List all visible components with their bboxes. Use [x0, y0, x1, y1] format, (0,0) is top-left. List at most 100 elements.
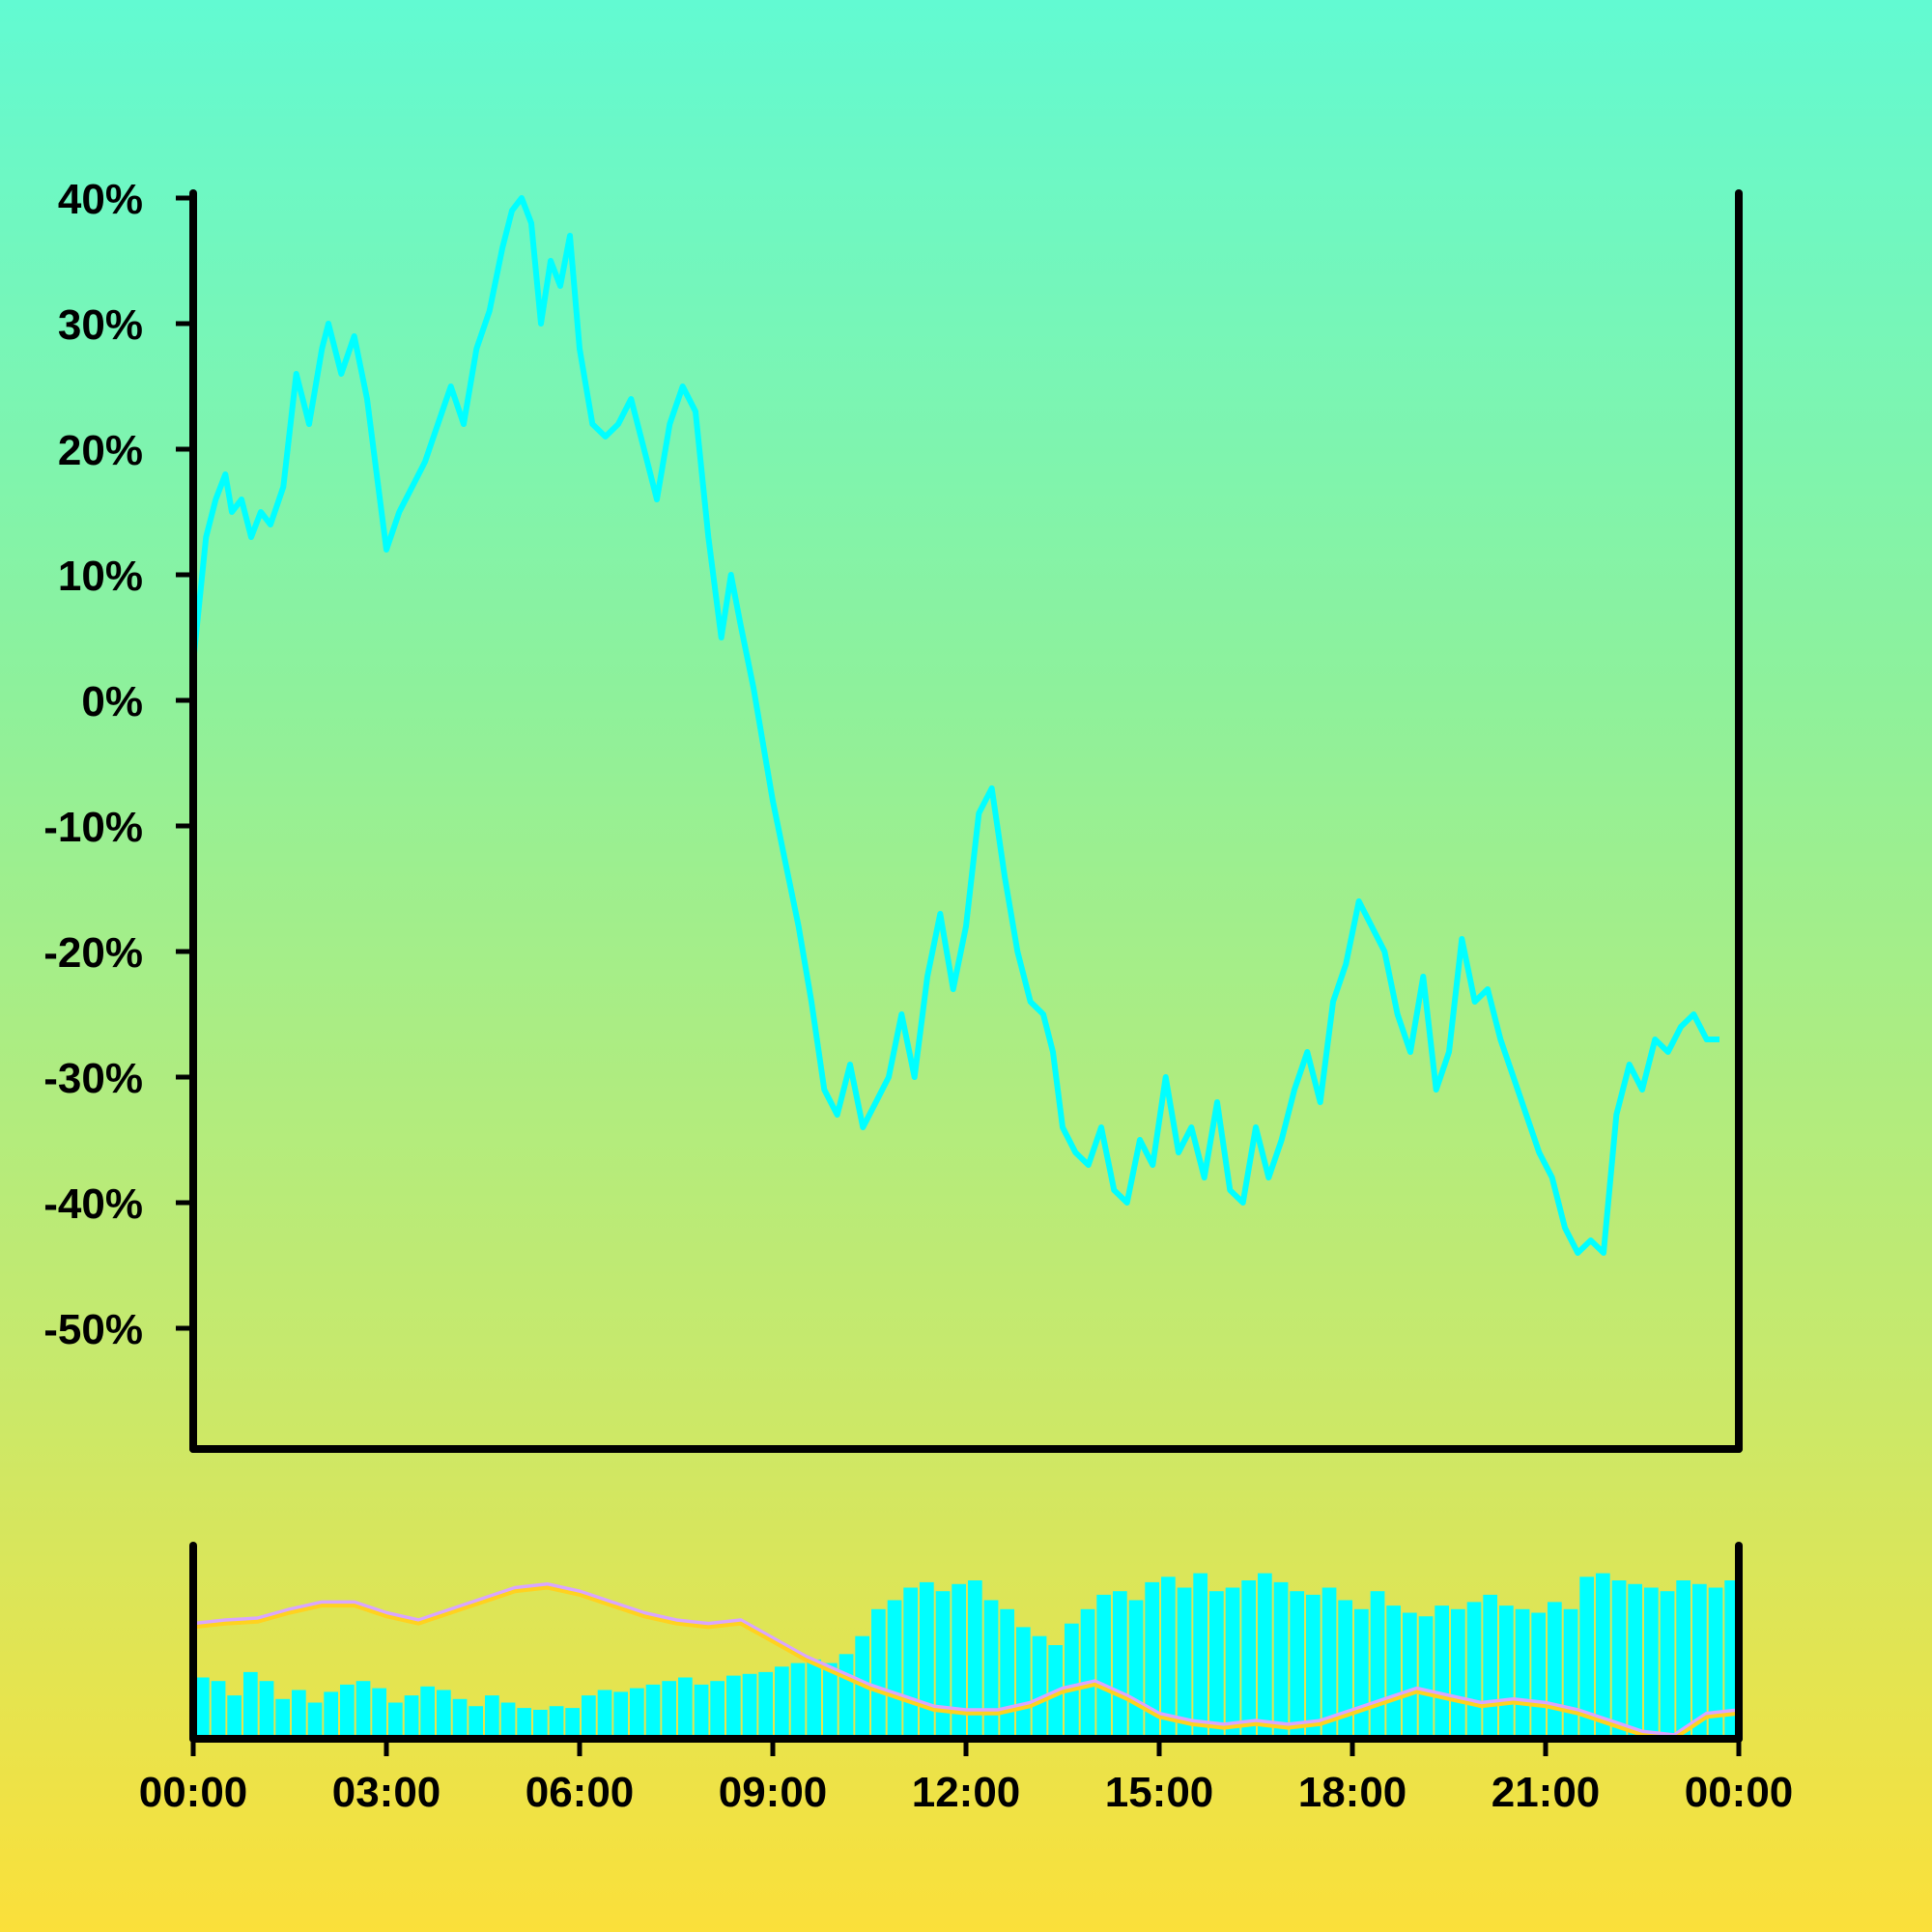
volume-bar: [1611, 1580, 1627, 1735]
volume-bar: [887, 1600, 902, 1735]
volume-bar: [1161, 1577, 1176, 1735]
volume-bar: [259, 1681, 274, 1735]
volume-bar: [1435, 1605, 1449, 1735]
volume-bar: [388, 1702, 403, 1735]
volume-bar: [871, 1608, 886, 1735]
volume-bar: [678, 1677, 693, 1735]
x-tick-label: 00:00: [1685, 1769, 1794, 1816]
y-tick-label: -10%: [43, 804, 143, 851]
x-tick-label: 18:00: [1298, 1769, 1407, 1816]
x-tick-label: 09:00: [719, 1769, 828, 1816]
volume-bar: [1596, 1573, 1610, 1735]
volume-bar: [1628, 1583, 1642, 1735]
volume-bar: [1258, 1573, 1272, 1735]
volume-bar: [935, 1591, 951, 1735]
volume-bar: [613, 1691, 628, 1735]
volume-bar: [1193, 1573, 1208, 1735]
volume-bar: [1531, 1612, 1546, 1735]
volume-bar: [807, 1659, 821, 1735]
x-tick-label: 03:00: [332, 1769, 441, 1816]
main-panel: 40% 30% 20% 10% 0% -10% -20% -30% -40% -50%: [43, 176, 1743, 1453]
volume-bar: [1000, 1608, 1014, 1735]
x-tick-label: 06:00: [526, 1769, 635, 1816]
volume-bars: [195, 1573, 1739, 1735]
volume-bar: [1660, 1591, 1675, 1735]
volume-bar: [1177, 1587, 1192, 1735]
y-tick-label: 10%: [58, 553, 143, 600]
volume-line-yellow: [192, 1585, 1740, 1741]
volume-bar: [500, 1702, 516, 1735]
volume-bar: [726, 1675, 741, 1735]
volume-bar: [1016, 1627, 1031, 1735]
volume-bar: [1354, 1608, 1369, 1735]
volume-bar: [275, 1698, 290, 1735]
volume-bar: [1113, 1591, 1127, 1735]
volume-bar: [340, 1684, 355, 1735]
x-tick-label: 21:00: [1492, 1769, 1601, 1816]
volume-bar: [1418, 1616, 1434, 1735]
volume-bar: [1080, 1608, 1095, 1735]
volume-bar: [1499, 1605, 1514, 1735]
volume-bar: [437, 1690, 451, 1735]
volume-bar: [355, 1681, 371, 1735]
volume-bar: [404, 1695, 419, 1735]
volume-bar: [1644, 1587, 1659, 1735]
volume-bar: [1579, 1577, 1594, 1735]
volume-bar: [597, 1690, 612, 1735]
volume-bar: [469, 1706, 483, 1735]
volume-bar: [1386, 1605, 1401, 1735]
volume-bar: [1145, 1581, 1159, 1735]
main-axes-frame: [189, 189, 1743, 1453]
volume-bar: [227, 1695, 242, 1735]
volume-bar: [1708, 1587, 1723, 1735]
y-tick-label: -50%: [43, 1306, 143, 1353]
volume-bar: [452, 1698, 468, 1735]
volume-bar: [968, 1580, 982, 1735]
volume-bar: [1338, 1600, 1352, 1735]
y-tick-label: -20%: [43, 929, 143, 977]
volume-bar: [694, 1684, 709, 1735]
volume-bar: [1692, 1583, 1707, 1735]
volume-bar: [1451, 1608, 1465, 1735]
volume-bar: [1273, 1581, 1289, 1735]
volume-bar: [1241, 1580, 1256, 1735]
volume-bar: [324, 1691, 338, 1735]
volume-bar: [517, 1708, 531, 1735]
volume-bar: [630, 1688, 644, 1735]
volume-bar: [790, 1662, 806, 1735]
y-tick-label: -40%: [43, 1180, 143, 1228]
volume-bar: [1563, 1608, 1578, 1735]
volume-bar: [1225, 1587, 1240, 1735]
y-axis: 40% 30% 20% 10% 0% -10% -20% -30% -40% -50%: [43, 176, 193, 1353]
y-tick-label: 30%: [58, 301, 143, 349]
volume-bar: [662, 1681, 676, 1735]
volume-bar: [243, 1671, 258, 1735]
volume-bar: [758, 1671, 773, 1735]
volume-bar: [838, 1654, 854, 1735]
y-tick-label: 0%: [81, 678, 143, 725]
volume-bar: [195, 1677, 210, 1735]
volume-bar: [1128, 1600, 1144, 1735]
volume-bar: [710, 1681, 724, 1735]
volume-bar: [1466, 1602, 1482, 1735]
y-tick-label: 40%: [58, 176, 143, 223]
volume-bar: [1209, 1591, 1224, 1735]
volume-bar: [420, 1686, 435, 1735]
volume-bar: [582, 1695, 596, 1735]
volume-bar: [1515, 1608, 1530, 1735]
volume-bar: [1321, 1587, 1337, 1735]
volume-bar: [983, 1600, 999, 1735]
x-tick-label: 15:00: [1105, 1769, 1214, 1816]
volume-bar: [823, 1662, 838, 1735]
volume-bar: [533, 1710, 548, 1735]
volume-bar: [775, 1666, 789, 1735]
volume-bar: [1096, 1594, 1111, 1735]
volume-bar: [903, 1587, 918, 1735]
x-axis: 00:00 03:00 06:00 09:00 12:00 15:00 18:00 21:00…: [139, 1739, 1794, 1816]
y-tick-label: 20%: [58, 427, 143, 474]
volume-bar: [1676, 1580, 1690, 1735]
volume-bar: [292, 1690, 306, 1735]
volume-bar: [211, 1681, 226, 1735]
volume-bar: [1370, 1591, 1385, 1735]
